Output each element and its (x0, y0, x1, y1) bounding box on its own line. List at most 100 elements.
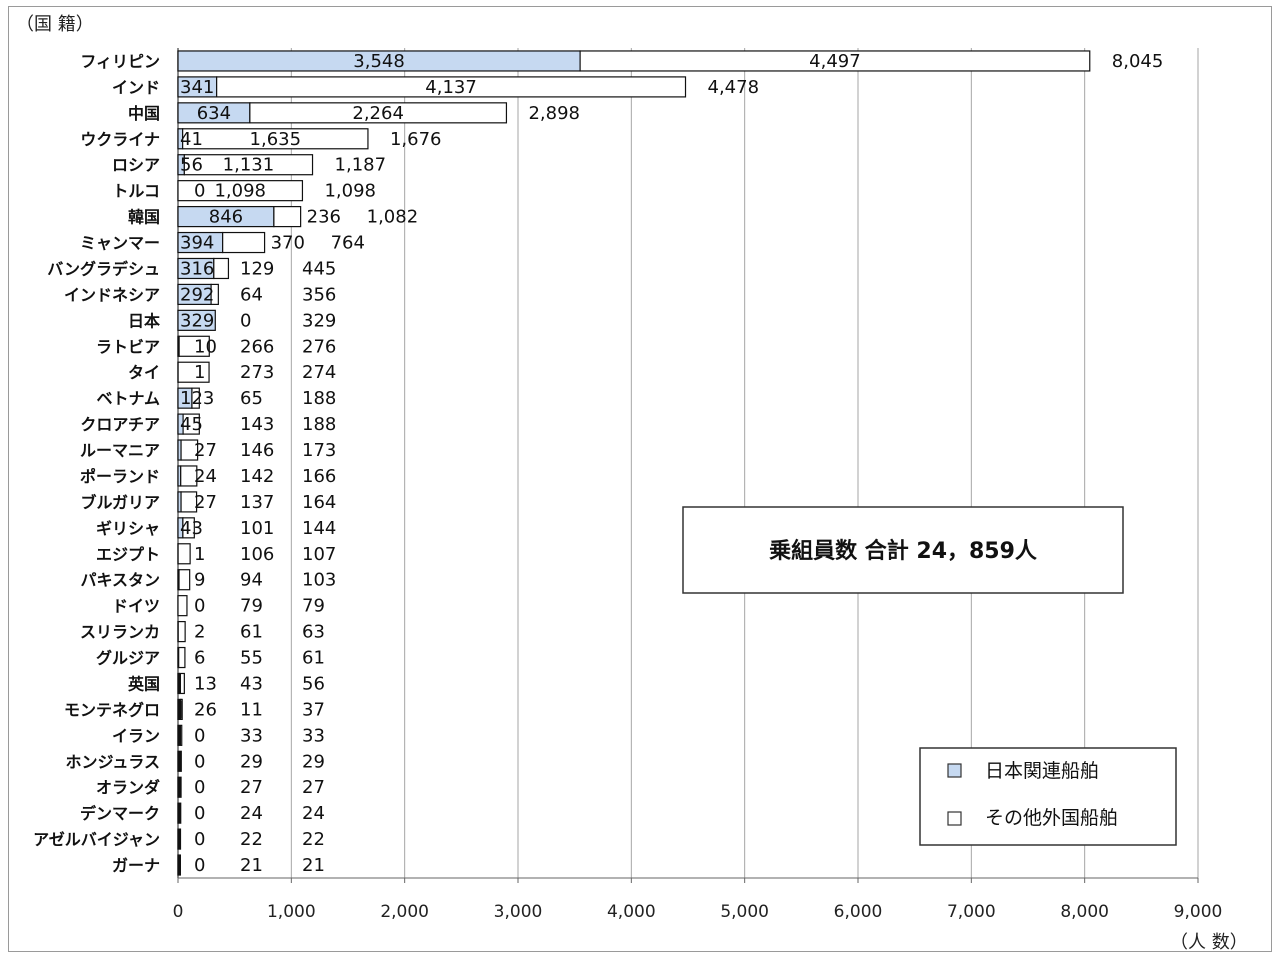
bar-thin-marker (178, 673, 181, 694)
value-label-foreign: 4,137 (425, 77, 477, 98)
x-tick-label: 3,000 (494, 902, 543, 922)
total-annotation: 乗組員数 合計 24，859人 (769, 538, 1037, 564)
category-label: 英国 (127, 674, 160, 693)
category-label: ウクライナ (80, 130, 160, 149)
bar-foreign (180, 465, 198, 487)
value-label-foreign: 143 (240, 414, 274, 435)
bar-thin-marker (178, 803, 181, 824)
value-label-total: 188 (302, 388, 336, 409)
bar-thin-marker (178, 751, 181, 772)
value-label-foreign: 64 (240, 284, 263, 305)
bar-foreign (177, 180, 304, 202)
category-label: ベトナム (96, 389, 160, 408)
value-label-japan: 634 (197, 103, 231, 124)
category-label: エジプト (96, 545, 160, 564)
value-label-japan: 0 (194, 803, 205, 824)
value-label-japan: 329 (180, 310, 214, 331)
value-label-total: 1,082 (367, 207, 419, 228)
value-label-foreign: 2,264 (352, 103, 404, 124)
category-label: ロシア (112, 156, 160, 175)
total-annotation-box: 乗組員数 合計 24，859人 (682, 506, 1124, 594)
category-label: 中国 (128, 104, 160, 123)
bar-foreign (249, 102, 508, 124)
value-label-foreign: 27 (240, 777, 263, 798)
value-label-total: 61 (302, 648, 325, 669)
value-label-foreign: 21 (240, 855, 263, 876)
value-label-total: 2,898 (528, 103, 580, 124)
bar-foreign (180, 439, 199, 461)
value-label-foreign: 146 (240, 440, 274, 461)
value-label-japan: 1 (194, 544, 205, 565)
value-label-total: 1,187 (335, 155, 387, 176)
x-tick-label: 2,000 (380, 902, 429, 922)
bar-foreign (222, 231, 266, 254)
value-label-japan: 0 (194, 751, 205, 772)
bar-thin-marker (178, 829, 181, 850)
value-label-total: 37 (302, 699, 325, 720)
value-label-foreign: 106 (240, 544, 274, 565)
value-label-total: 56 (302, 673, 325, 694)
value-label-japan: 2 (194, 622, 205, 643)
x-tick-label: 0 (173, 902, 184, 922)
value-label-foreign: 65 (240, 388, 263, 409)
value-label-foreign: 24 (240, 803, 263, 824)
value-label-total: 1,676 (390, 129, 442, 150)
category-label: ドイツ (112, 597, 160, 616)
category-label: トルコ (112, 182, 160, 201)
category-label: グルジア (96, 649, 160, 668)
value-label-japan: 0 (194, 777, 205, 798)
value-label-foreign: 79 (240, 596, 263, 617)
category-label: スリランカ (80, 623, 160, 642)
value-label-total: 166 (302, 466, 336, 487)
value-label-total: 29 (302, 751, 325, 772)
value-label-foreign: 4,497 (809, 51, 861, 72)
value-label-total: 356 (302, 284, 336, 305)
value-label-foreign: 1,635 (250, 129, 302, 150)
legend-swatch-japan (947, 763, 962, 778)
value-label-japan: 0 (194, 725, 205, 746)
value-label-foreign: 29 (240, 751, 263, 772)
category-label: オランダ (96, 778, 160, 797)
value-label-total: 22 (302, 829, 325, 850)
value-label-foreign: 236 (307, 207, 341, 228)
bar-foreign (178, 646, 186, 669)
bar-foreign (180, 491, 198, 513)
category-label: ブルガリア (80, 493, 160, 512)
legend: 日本関連船舶 その他外国船舶 (919, 747, 1177, 846)
value-label-japan: 341 (180, 77, 214, 98)
value-label-japan: 0 (194, 596, 205, 617)
bar-foreign (183, 154, 314, 176)
value-label-total: 27 (302, 777, 325, 798)
bar-foreign (177, 361, 210, 383)
value-label-total: 144 (302, 518, 336, 539)
bar-foreign (182, 517, 195, 539)
category-label: ミャンマー (80, 234, 160, 253)
value-label-japan: 0 (194, 829, 205, 850)
value-label-foreign: 1,098 (214, 181, 266, 202)
bar-foreign (178, 569, 191, 591)
value-label-foreign: 137 (240, 492, 274, 513)
x-axis: 0 1,000 2,000 3,000 4,000 5,000 6,000 7,000 8,00… (173, 877, 1222, 922)
value-label-japan: 27 (194, 492, 217, 513)
x-tick-label: 1,000 (267, 902, 316, 922)
bar-foreign (273, 205, 302, 228)
value-label-total: 329 (302, 310, 336, 331)
category-label: ラトビア (96, 337, 160, 356)
value-label-japan: 43 (180, 518, 203, 539)
bar-thin-marker (178, 699, 181, 720)
value-label-foreign: 142 (240, 466, 274, 487)
value-label-japan: 26 (194, 699, 217, 720)
bar-foreign (579, 50, 1091, 72)
value-label-total: 8,045 (1112, 51, 1164, 72)
category-label: 韓国 (128, 208, 160, 227)
category-label: インド (112, 78, 160, 97)
bar-foreign (177, 543, 191, 565)
value-label-foreign: 101 (240, 518, 274, 539)
value-label-japan: 846 (209, 207, 243, 228)
value-label-total: 274 (302, 362, 336, 383)
value-label-total: 24 (302, 803, 325, 824)
value-label-total: 164 (302, 492, 336, 513)
bar-thin-marker (178, 777, 181, 798)
category-label: クロアチア (80, 415, 160, 434)
value-labels: 3,548 4,497 8,045 341 4,137 4,478 634 2,264 2,89… (180, 51, 1163, 876)
